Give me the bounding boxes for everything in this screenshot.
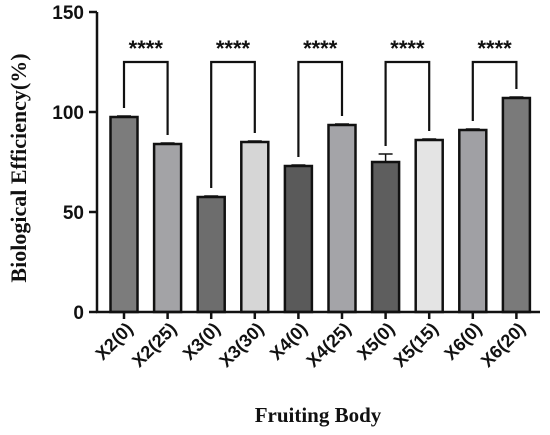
significance-label-5: **** — [477, 36, 512, 61]
bars-layer — [109, 96, 532, 314]
x-tick-label-X2(25): X2(25) — [128, 319, 180, 371]
x-tick-label-X6(20): X6(20) — [477, 319, 529, 371]
bar-X5(0) — [370, 160, 401, 314]
y-tick-label-100: 100 — [52, 103, 84, 124]
significance-annotations: **** **** **** **** **** — [122, 36, 518, 188]
x-tick-label-X4(25): X4(25) — [302, 319, 354, 371]
x-tick-label-X5(15): X5(15) — [390, 319, 442, 371]
significance-bracket-4 — [384, 60, 431, 146]
y-tick-label-50: 50 — [63, 203, 84, 224]
x-tick-label-X3(30): X3(30) — [215, 319, 267, 371]
significance-bracket-2 — [210, 60, 256, 188]
bar-X3(0) — [196, 195, 226, 314]
y-tick-label-150: 150 — [52, 3, 84, 24]
bar-X4(0) — [283, 164, 314, 314]
significance-label-3: **** — [303, 36, 338, 61]
bar-X3(30) — [240, 140, 270, 314]
bar-X6(20) — [501, 96, 532, 314]
significance-label-2: **** — [216, 36, 251, 61]
bar-X5(15) — [414, 138, 444, 314]
significance-bracket-3 — [297, 60, 344, 157]
bar-X2(25) — [152, 142, 183, 314]
error-bars-layer — [117, 96, 524, 197]
significance-bracket-5 — [471, 60, 518, 121]
y-tick-label-0: 0 — [73, 303, 84, 324]
significance-label-4: **** — [390, 36, 425, 61]
x-axis-label: Fruiting Body — [255, 403, 382, 427]
significance-bracket-1 — [122, 60, 169, 135]
y-axis-label: Biological Efficiency(%) — [6, 53, 31, 282]
bar-X4(25) — [327, 123, 357, 314]
bar-X2(0) — [109, 115, 139, 314]
bar-X6(0) — [458, 128, 488, 314]
significance-label-1: **** — [129, 36, 164, 61]
